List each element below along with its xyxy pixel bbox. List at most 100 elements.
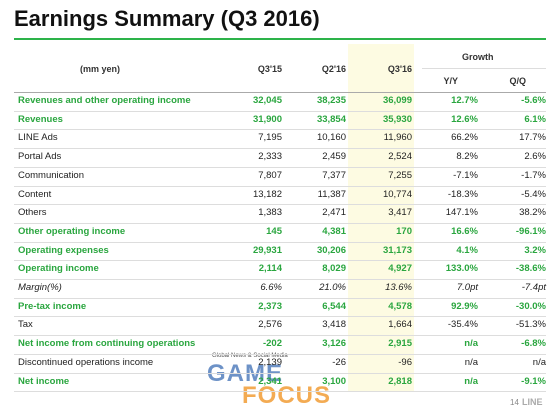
sep [14, 391, 546, 393]
cell-value: 3,417 [388, 207, 412, 219]
cell-value: 4,578 [388, 300, 412, 312]
cell-value: 7,195 [258, 132, 282, 144]
cell-value: -96 [398, 356, 412, 368]
sep [14, 335, 546, 337]
watermark-word: GAME [207, 360, 283, 387]
sep [14, 353, 546, 355]
column-header: Q3'15 [257, 64, 282, 74]
cell-value: 35,930 [382, 113, 412, 125]
cell-value: -9.1% [521, 375, 546, 387]
cell-value: -5.4% [521, 188, 546, 200]
column-header: Q/Q [509, 76, 526, 86]
cell-value: -7.1% [453, 169, 478, 181]
cell-value: 10,774 [382, 188, 412, 200]
cell-value: 7,807 [258, 169, 282, 181]
row-label: Communication [18, 169, 84, 181]
row-label: Revenues [18, 113, 63, 125]
row-label: Net income [18, 375, 70, 387]
sep [14, 260, 546, 262]
column-header: Q3'16 [387, 64, 412, 74]
row-label: Net income from continuing operations [18, 338, 196, 350]
cell-value: 66.2% [451, 132, 478, 144]
cell-value: 4,927 [388, 263, 412, 275]
row-label: Operating expenses [18, 244, 109, 256]
cell-value: 7,255 [388, 169, 412, 181]
row-label: Other operating income [18, 225, 126, 237]
sep [14, 372, 546, 374]
sep [14, 222, 546, 224]
cell-value: -35.4% [447, 319, 478, 331]
cell-value: -202 [262, 338, 282, 350]
cell-value: 3.2% [524, 244, 546, 256]
row-label: Discontinued operations income [18, 356, 154, 368]
logo: LINE [522, 397, 543, 407]
cell-value: 7,377 [322, 169, 346, 181]
cell-value: 13.6% [385, 282, 412, 293]
sep [422, 68, 546, 69]
title-rule [14, 38, 546, 40]
cell-value: 10,160 [316, 132, 346, 144]
sep [14, 297, 546, 299]
row-label: LINE Ads [18, 132, 58, 144]
cell-value: 36,099 [382, 95, 412, 106]
cell-value: 38,235 [316, 95, 346, 106]
sep [14, 241, 546, 243]
cell-value: -96.1% [515, 225, 546, 237]
cell-value: 33,854 [316, 113, 346, 125]
cell-value: 6.6% [260, 282, 282, 293]
row-label: Revenues and other operating income [18, 95, 191, 106]
cell-value: 11,960 [383, 132, 412, 144]
cell-value: 3,418 [322, 319, 346, 331]
page-number: 14 [510, 398, 519, 407]
cell-value: 12.6% [451, 113, 478, 125]
cell-value: 2,114 [258, 263, 282, 275]
cell-value: 2,576 [258, 319, 282, 331]
cell-value: 4.1% [456, 244, 478, 256]
cell-value: n/a [464, 356, 478, 368]
cell-value: 170 [396, 225, 412, 237]
cell-value: 8,029 [322, 263, 346, 275]
sep [14, 279, 546, 280]
sep [14, 166, 546, 168]
sep [14, 129, 546, 131]
cell-value: 13,182 [252, 188, 282, 200]
row-label: Operating income [18, 263, 99, 275]
sep [14, 92, 546, 93]
cell-value: 147.1% [445, 207, 478, 219]
cell-value: 4,381 [322, 225, 346, 237]
cell-value: 2.6% [524, 151, 546, 163]
column-header: Q2'16 [321, 64, 346, 74]
cell-value: 2,139 [258, 356, 282, 368]
sep [14, 316, 546, 318]
cell-value: -18.3% [447, 188, 478, 200]
cell-value: 32,045 [252, 95, 282, 106]
cell-value: -1.7% [521, 169, 546, 181]
cell-value: 31,900 [252, 113, 282, 125]
watermark-word: FOCUS [242, 382, 331, 409]
cell-value: 21.0% [319, 282, 346, 293]
cell-value: 7.0pt [456, 282, 478, 293]
row-label: Portal Ads [18, 151, 62, 163]
cell-value: 17.7% [519, 132, 546, 144]
sep [14, 204, 546, 206]
watermark-tagline: Global News & Social Media [212, 353, 288, 359]
column-highlight [348, 44, 414, 392]
unit-label: (mm yen) [80, 64, 121, 74]
cell-value: 1,664 [388, 319, 412, 331]
cell-value: 6,544 [322, 300, 346, 312]
cell-value: 3,126 [322, 338, 346, 350]
sep [14, 110, 546, 112]
cell-value: 2,471 [322, 207, 346, 219]
cell-value: 29,931 [252, 244, 282, 256]
cell-value: 2,524 [388, 151, 412, 163]
cell-value: 3,100 [322, 375, 346, 387]
cell-value: 6.1% [524, 113, 546, 125]
cell-value: 31,173 [382, 244, 412, 256]
row-label: Content [18, 188, 52, 200]
cell-value: -26 [332, 356, 346, 368]
cell-value: -7.4pt [521, 282, 546, 293]
cell-value: 92.9% [451, 300, 478, 312]
cell-value: 2,341 [258, 375, 282, 387]
cell-value: 30,206 [316, 244, 346, 256]
